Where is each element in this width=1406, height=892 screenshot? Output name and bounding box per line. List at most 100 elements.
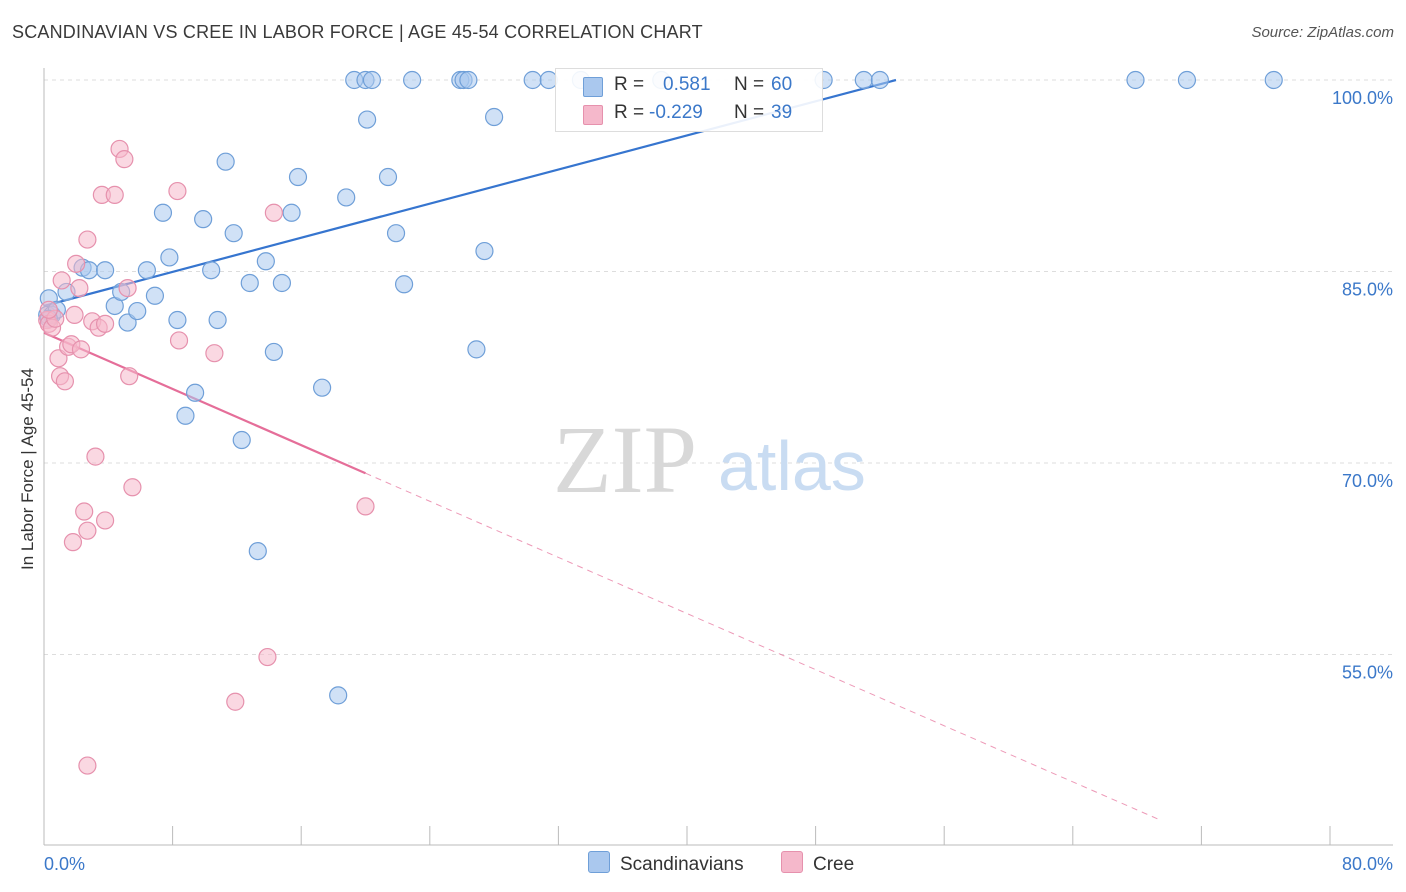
correlation-legend: R = 0.581 N = 60 R = -0.229 N = 39 [555, 68, 823, 132]
cree-point [226, 692, 245, 711]
cree-point [264, 203, 283, 222]
scandinavian-point [403, 70, 422, 90]
tick-labels: 55.0% 70.0% 85.0% 100.0% 0.0% 80.0% [44, 88, 1393, 874]
scandinavian-point [870, 70, 890, 90]
watermark-atlas: atlas [718, 427, 866, 505]
scandinavian-point [1177, 70, 1197, 90]
scandinavian-point [208, 310, 227, 330]
scandinavian-point [485, 107, 504, 127]
chart-title: SCANDINAVIAN VS CREE IN LABOR FORCE | AG… [12, 22, 703, 42]
scandinavian-point [95, 261, 115, 280]
legend-n-value: 39 [771, 102, 793, 123]
scandinavian-point [523, 70, 542, 90]
legend-swatch-blue [583, 77, 603, 97]
scandinavian-point [288, 167, 308, 187]
y-tick-label: 70.0% [1342, 471, 1393, 491]
cree-point [67, 254, 86, 273]
cree-point [356, 497, 375, 516]
scandinavian-point [176, 406, 195, 425]
y-tick-label: 100.0% [1332, 88, 1393, 108]
scandinavian-point [240, 273, 259, 293]
x-tick-label: 80.0% [1342, 854, 1393, 874]
scandinavian-point [394, 275, 414, 294]
cree-point [86, 447, 105, 466]
series-legend-scandinavians: Scandinavians [588, 851, 744, 877]
cree-point [205, 344, 224, 363]
scandinavian-point [1264, 70, 1283, 90]
series-name: Scandinavians [620, 854, 744, 875]
cree-point [123, 478, 142, 497]
legend-n-value: 60 [771, 74, 793, 95]
legend-r-value: -0.229 [649, 102, 703, 123]
scandinavian-point [248, 541, 267, 561]
cree-point [120, 367, 139, 386]
scandinavian-point [475, 241, 494, 261]
cree-point [65, 305, 84, 325]
y-tick-label: 55.0% [1342, 663, 1393, 683]
legend-r-label: R = [614, 102, 645, 123]
series-swatch-blue [588, 851, 610, 873]
scandinavian-point [137, 261, 156, 280]
legend-r-value: 0.581 [663, 74, 711, 95]
cree-point [258, 647, 277, 667]
watermark: ZIP atlas [553, 406, 866, 513]
scandinavian-point [128, 301, 147, 321]
scandinavian-point [386, 224, 406, 243]
cree-point [39, 300, 58, 319]
scandinavian-point [312, 378, 332, 397]
scandinavian-point [467, 340, 486, 359]
source-label: Source: ZipAtlas.com [1251, 24, 1394, 41]
y-tick-label: 85.0% [1342, 280, 1393, 300]
x-tick-label: 0.0% [44, 854, 85, 874]
scandinavian-point [186, 383, 205, 402]
scandinavian-point [232, 430, 251, 450]
scandinavian-point [216, 152, 235, 171]
cree-trend-extension [365, 472, 1162, 821]
series-swatch-pink [781, 851, 803, 873]
cree-point [55, 372, 74, 391]
scandinavian-point [202, 261, 221, 280]
scandinavian-point [337, 188, 356, 207]
cree-point [75, 502, 94, 521]
cree-point [95, 511, 115, 530]
legend-n-label: N = [734, 74, 765, 95]
cree-point [105, 185, 124, 204]
legend-n-label: N = [734, 102, 765, 123]
cree-point [78, 230, 97, 249]
legend-swatch-pink [583, 105, 603, 125]
cree-point [115, 150, 134, 169]
scandinavian-point [272, 273, 292, 293]
scandinavian-point [358, 110, 377, 129]
scandinavian-point [459, 70, 478, 90]
y-axis-label: In Labor Force | Age 45-54 [18, 368, 37, 570]
legend-r-label: R = [614, 74, 645, 95]
cree-point [70, 278, 89, 298]
cree-point [95, 314, 115, 333]
watermark-zip: ZIP [553, 406, 697, 513]
cree-point [168, 181, 187, 201]
cree-point [52, 271, 71, 290]
scandinavian-point [329, 686, 348, 705]
scandinavian-point [168, 310, 187, 330]
scandinavian-point [282, 203, 301, 222]
cree-trend-line [43, 331, 366, 475]
cree-point [118, 278, 137, 298]
scandinavian-point [160, 248, 179, 267]
scandinavian-point [145, 286, 165, 305]
scandinavian-point [1126, 70, 1145, 90]
scandinavian-point [362, 70, 382, 90]
gridlines [44, 79, 1393, 655]
series-legend-cree: Cree [781, 851, 854, 877]
scandinavian-point [224, 224, 243, 243]
scandinavian-point [256, 252, 275, 271]
axes [43, 68, 1393, 846]
series-name: Cree [813, 854, 855, 875]
scandinavian-point [153, 203, 173, 222]
cree-point [78, 521, 97, 540]
scandinavian-point [854, 70, 873, 90]
scandinavian-point [194, 210, 213, 229]
cree-point [78, 756, 97, 775]
scandinavian-point [378, 167, 398, 187]
scandinavian-point [264, 342, 283, 362]
